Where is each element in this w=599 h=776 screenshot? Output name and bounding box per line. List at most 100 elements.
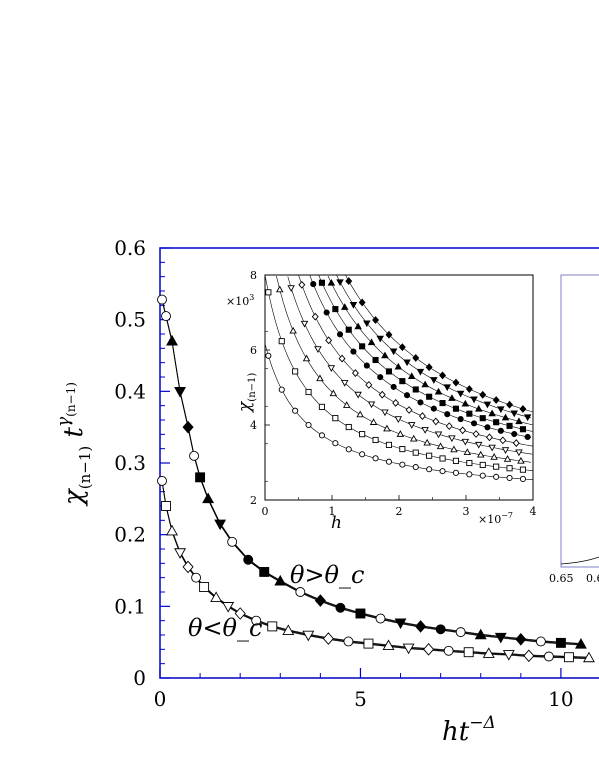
inset-data-point [345,326,352,333]
main-data-point [251,615,262,626]
main-data-point [482,647,495,658]
main-data-point [267,621,278,632]
inset-data-point [381,409,389,417]
inset-data-point [403,392,411,399]
main-data-point [322,632,334,645]
main-data-point [227,536,238,547]
inset-data-point [372,455,379,462]
main-data-point [583,651,595,663]
inset-data-point [476,450,485,458]
main-data-point [161,311,171,322]
inset-data-point [378,390,386,399]
inset-data-point [484,424,491,431]
main-ylabel-text: χ(n−1) tγ(n−1) [54,382,94,507]
inset-data-point [385,458,393,465]
inset-data-point [488,444,496,452]
inset-y-multiplier: ×103 [226,293,254,308]
inset-data-point [421,427,429,434]
inset-data-point [325,336,333,345]
main-data-point [243,554,254,565]
inset-data-point [450,445,458,453]
inset-data-point [466,459,473,467]
inset-data-point [377,374,384,381]
inset-data-point [310,281,317,288]
inset-data-point [287,285,295,292]
inset-data-point [398,343,406,352]
inset-data-point [399,378,406,385]
inset-data-point [323,309,330,316]
main-data-point [563,652,574,663]
inset-data-point [439,400,446,407]
inset-data-point [452,405,460,412]
main-data-point [375,613,386,624]
inset-data-point [519,475,527,482]
main-annotation-upper: θ>θ_c [290,561,364,589]
inset-data-point [345,277,353,286]
main-data-point [234,607,246,620]
main-fit-line [161,480,590,658]
inset-data-point [523,414,532,422]
main-data-point [575,637,587,649]
inset-data-point [474,441,483,449]
main-ylabel: χ(n−1) tγ(n−1) [54,382,94,507]
inset-data-point [318,432,326,439]
main-ytick-label: 0.6 [114,236,146,260]
main-data-point [174,387,186,398]
inset-data-point [490,453,498,460]
inset-data-point [430,405,437,412]
inset-data-point [457,415,464,423]
main-data-point [210,591,223,603]
main-data-point [189,450,200,461]
main-data-point [435,624,446,635]
main-ytick-label: 0 [133,666,146,690]
inset-data-point [465,385,473,393]
inset-data-point [354,391,362,399]
inset-data-point [452,378,460,387]
inset-ytick-label: 4 [250,419,257,432]
inset-data-point [265,289,272,296]
second-inset-curve [560,556,599,565]
main-data-point [166,334,178,346]
main-data-point [363,638,374,649]
inset-xlabel: h [331,513,342,533]
main-data-point [474,628,487,640]
main-data-point [382,639,395,651]
inset-data-point [332,440,339,447]
main-xtick-label: 5 [354,687,367,711]
inset-data-point [470,396,478,404]
inset-data-point [439,468,446,475]
inset-data-point [492,396,500,404]
inset-xtick-label: 3 [463,505,470,518]
second-inset-xtick-1: 0.6 [586,572,599,585]
inset-data-point [405,406,413,414]
main-data-point [157,294,167,305]
main-xtick-label: 0 [154,687,167,711]
inset-data-point [359,343,366,350]
inset-data-point [463,448,472,456]
inset-data-point [342,401,351,408]
second-inset-xtick-0: 0.65 [549,572,574,585]
inset-data-point [345,423,352,431]
inset-data-point [412,464,419,471]
inset-points [265,277,532,482]
inset-data-point [512,439,520,448]
main-data-point [202,492,215,504]
inset-data-point [381,351,389,359]
main-ytick-label: 0.2 [114,523,146,547]
inset-data-point [394,362,403,370]
inset-data-point [412,386,419,393]
inset-axes: 0 1 2 3 4 2 4 6 8 [250,269,537,518]
main-data-point [302,630,315,642]
inset-data-point [421,380,429,388]
inset-data-point [445,422,453,431]
main-data-point [463,647,474,658]
inset-data-point [470,420,478,427]
main-curves [161,298,590,660]
inset-data-point [510,410,518,418]
inset-data-point [439,455,446,462]
main-data-point [515,632,527,646]
main-data-point [199,582,210,592]
inset-data-point [385,441,393,448]
inset-fit-line [298,274,534,447]
inset-data-point [300,320,309,328]
